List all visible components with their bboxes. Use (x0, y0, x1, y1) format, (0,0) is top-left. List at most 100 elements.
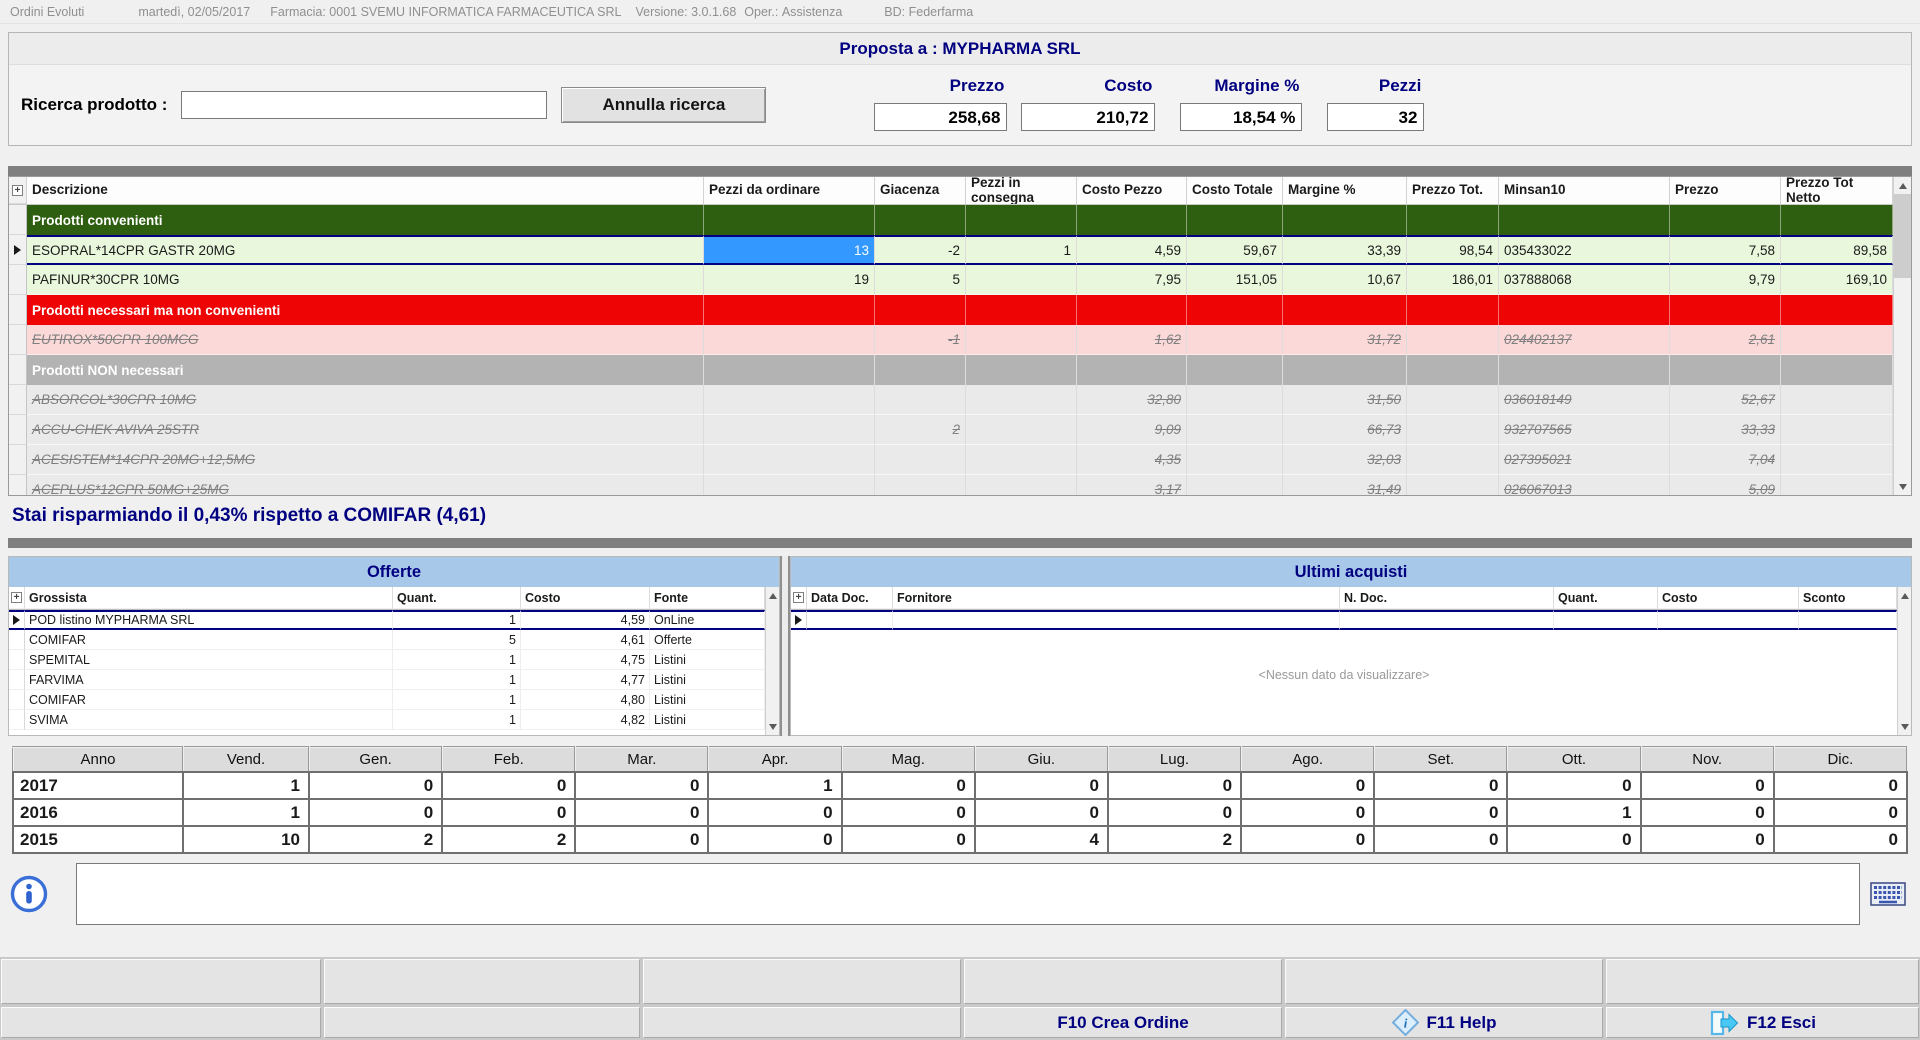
column-header-prezzo-tot[interactable]: Prezzo Tot. (1407, 177, 1499, 204)
cell-quant: 1 (393, 690, 521, 710)
qty-to-order-cell[interactable]: 13 (704, 235, 875, 265)
product-row-aceplus-12cpr-50mg-25mg[interactable]: ACEPLUS*12CPR 50MG+25MG 3,17 31,49 02606701… (9, 475, 1893, 495)
offer-row-farvima[interactable]: FARVIMA 1 4,77 Listini (9, 670, 765, 690)
column-header-margine[interactable]: Margine % (1283, 177, 1407, 204)
offers-scrollbar[interactable] (765, 587, 779, 735)
footer-cell (643, 1007, 961, 1038)
section-row-prodotti-necessari-ma-non-convenienti[interactable]: Prodotti necessari ma non convenienti (9, 295, 1893, 325)
titlebar-versione: Versione: 3.0.1.68 (636, 5, 737, 19)
cell-desc: ESOPRAL*14CPR GASTR 20MG (27, 235, 704, 265)
column-header-fonte[interactable]: Fonte (650, 587, 765, 609)
scroll-up-icon[interactable] (1898, 587, 1911, 604)
purchases-scrollbar[interactable] (1897, 587, 1911, 735)
cell-quant: 1 (393, 610, 521, 630)
cell-pezzi-da-ordinare (704, 475, 875, 495)
products-grid: + Descrizione Pezzi da ordinare Giacenza Pez… (9, 177, 1893, 495)
f11-label: F11 Help (1426, 1012, 1497, 1032)
offer-row-comifar[interactable]: COMIFAR 5 4,61 Offerte (9, 630, 765, 650)
horizontal-splitter-2[interactable] (8, 538, 1912, 548)
row-selector (9, 650, 25, 670)
cell-margine: 31,49 (1283, 475, 1407, 495)
cell-pezzi-in-consegna (966, 415, 1077, 445)
column-header-costo[interactable]: Costo (1658, 587, 1799, 609)
column-header-sconto[interactable]: Sconto (1799, 587, 1897, 609)
section-cell (966, 205, 1077, 235)
f12-exit-button[interactable]: F12 Esci (1606, 1007, 1919, 1038)
message-box[interactable] (76, 863, 1860, 925)
column-header-giacenza[interactable]: Giacenza (875, 177, 966, 204)
lower-panels: Offerte + Grossista Quant. Costo Fonte POD li… (8, 556, 1912, 736)
expand-all-icon[interactable]: + (12, 184, 23, 196)
cell-margine: 66,73 (1283, 415, 1407, 445)
column-header-prezzo-tot-netto[interactable]: Prezzo Tot Netto (1781, 177, 1893, 204)
search-input[interactable] (181, 91, 548, 119)
section-row-prodotti-convenienti[interactable]: Prodotti convenienti (9, 205, 1893, 235)
column-header-pezzi-da-ordinare[interactable]: Pezzi da ordinare (704, 177, 875, 204)
column-header-costo-pezzo[interactable]: Costo Pezzo (1077, 177, 1187, 204)
column-header-n-doc[interactable]: N. Doc. (1340, 587, 1554, 609)
history-col-mar: Mar. (574, 746, 710, 773)
cell-minsan10: 037888068 (1499, 265, 1670, 295)
scroll-down-icon[interactable] (766, 718, 779, 735)
section-cell (1407, 355, 1499, 385)
history-value: 0 (1240, 825, 1376, 854)
cell-fonte: Listini (650, 650, 765, 670)
expand-all-cell[interactable]: + (9, 177, 27, 204)
footer-cell (324, 1007, 640, 1038)
product-row-acesistem-14cpr-20mg-12-5mg[interactable]: ACESISTEM*14CPR 20MG+12,5MG 4,35 32,03 0273… (9, 445, 1893, 475)
scroll-down-icon[interactable] (1894, 478, 1911, 495)
offer-row-comifar[interactable]: COMIFAR 1 4,80 Listini (9, 690, 765, 710)
expand-all-icon[interactable]: + (793, 592, 804, 603)
history-col-lug: Lug. (1106, 746, 1243, 773)
cell-margine: 31,72 (1283, 325, 1407, 355)
column-header-quant[interactable]: Quant. (1554, 587, 1658, 609)
cell-fonte: Listini (650, 710, 765, 730)
row-selector (9, 475, 27, 495)
column-header-fornitore[interactable]: Fornitore (893, 587, 1340, 609)
column-header-descrizione[interactable]: Descrizione (27, 177, 704, 204)
expand-all-cell[interactable]: + (791, 587, 807, 609)
offer-row-spemital[interactable]: SPEMITAL 1 4,75 Listini (9, 650, 765, 670)
cancel-search-button[interactable]: Annulla ricerca (561, 87, 767, 123)
scroll-up-icon[interactable] (766, 587, 779, 604)
summary-label: Margine % (1214, 75, 1300, 95)
scroll-up-icon[interactable] (1894, 177, 1911, 194)
column-header-grossista[interactable]: Grossista (25, 587, 393, 609)
product-row-esopral-14cpr-gastr-20mg[interactable]: ESOPRAL*14CPR GASTR 20MG 13 -2 1 4,59 59,67 33… (9, 235, 1893, 265)
cell-costo-totale (1187, 385, 1283, 415)
column-header-costo-totale[interactable]: Costo Totale (1187, 177, 1283, 204)
keyboard-icon[interactable] (1870, 882, 1906, 906)
column-header-data-doc[interactable]: Data Doc. (807, 587, 893, 609)
product-row-accu-chek-aviva-25str[interactable]: ACCU-CHEK AVIVA 25STR 2 9,09 66,73 932707565… (9, 415, 1893, 445)
expand-all-icon[interactable]: + (11, 592, 22, 603)
column-header-costo[interactable]: Costo (521, 587, 650, 609)
history-value: 0 (1639, 771, 1775, 800)
cell-pezzi-in-consegna: 1 (966, 235, 1077, 265)
column-header-pezzi-in-consegna[interactable]: Pezzi in consegna (966, 177, 1077, 204)
history-value: 0 (1772, 771, 1909, 800)
cell-costo: 4,61 (521, 630, 650, 650)
cell-prezzo-tot-netto (1781, 445, 1893, 475)
cell-fonte: Listini (650, 670, 765, 690)
f11-help-button[interactable]: i F11 Help (1285, 1007, 1603, 1038)
column-header-prezzo[interactable]: Prezzo (1670, 177, 1781, 204)
horizontal-splitter[interactable] (8, 166, 1912, 176)
section-row-prodotti-non-necessari[interactable]: Prodotti NON necessari (9, 355, 1893, 385)
f10-create-order-button[interactable]: F10 Crea Ordine (964, 1007, 1282, 1038)
bd-label: BD: (884, 4, 906, 19)
product-row-pafinur-30cpr-10mg[interactable]: PAFINUR*30CPR 10MG 19 5 7,95 151,05 10,67 186,… (9, 265, 1893, 295)
offer-row-svima[interactable]: SVIMA 1 4,82 Listini (9, 710, 765, 730)
scrollbar-thumb[interactable] (1894, 194, 1911, 278)
column-header-quant[interactable]: Quant. (393, 587, 521, 609)
current-row-marker-icon (795, 615, 802, 625)
scroll-down-icon[interactable] (1898, 718, 1911, 735)
column-header-minsan10[interactable]: Minsan10 (1499, 177, 1670, 204)
svg-text:i: i (1403, 1016, 1407, 1031)
product-row-eutirox-50cpr-100mcg[interactable]: EUTIROX*50CPR 100MCG -1 1,62 31,72 024402137… (9, 325, 1893, 355)
product-row-absorcol-30cpr-10mg[interactable]: ABSORCOL*30CPR 10MG 32,80 31,50 036018149 52… (9, 385, 1893, 415)
offer-row-pod-listino-mypharma-srl[interactable]: POD listino MYPHARMA SRL 1 4,59 OnLine (9, 610, 765, 630)
products-scrollbar[interactable] (1893, 177, 1911, 495)
expand-all-cell[interactable]: + (9, 587, 25, 609)
vertical-splitter[interactable] (780, 556, 790, 736)
history-value: 0 (1373, 798, 1509, 827)
